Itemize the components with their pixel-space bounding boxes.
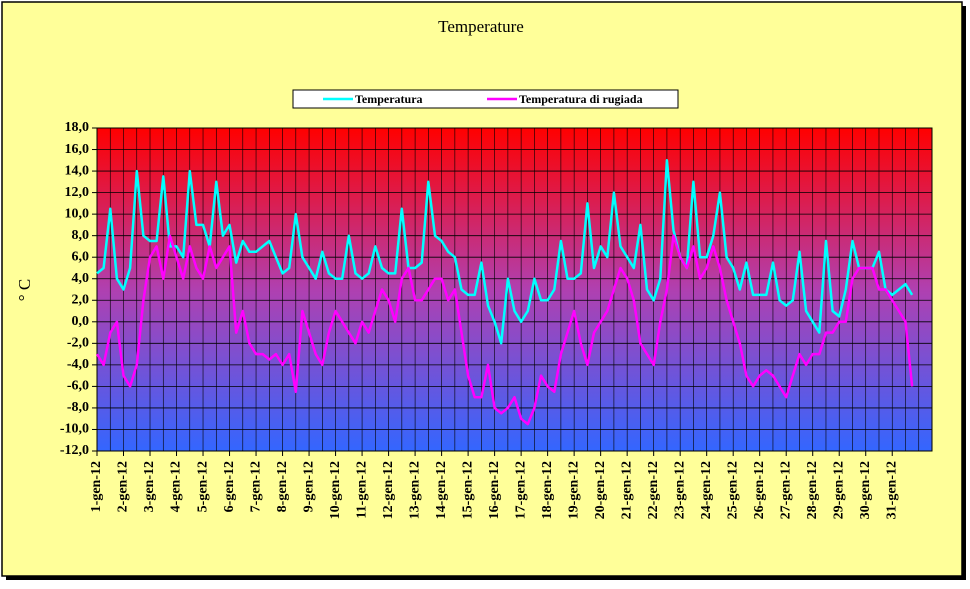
- series-line: [95, 234, 914, 426]
- x-tick-label: 2-gen-12: [116, 461, 131, 512]
- x-tick-label: 5-gen-12: [195, 461, 210, 512]
- y-tick-label: -10,0: [60, 422, 89, 437]
- x-tick-label: 15-gen-12: [460, 461, 475, 519]
- y-tick-label: 12,0: [65, 185, 90, 200]
- x-tick-label: 28-gen-12: [805, 461, 820, 519]
- x-tick-label: 31-gen-12: [884, 461, 899, 519]
- x-tick-label: 24-gen-12: [699, 461, 714, 519]
- y-tick-label: 2,0: [72, 292, 90, 307]
- x-tick-label: 25-gen-12: [725, 461, 740, 519]
- legend-label: Temperatura di rugiada: [519, 92, 643, 106]
- x-tick-label: 26-gen-12: [752, 461, 767, 519]
- plot-border: [96, 127, 933, 452]
- x-tick-label: 30-gen-12: [858, 461, 873, 519]
- y-tick-label: -6,0: [67, 379, 89, 394]
- y-tick-label: 10,0: [65, 206, 90, 221]
- x-tick-label: 9-gen-12: [301, 461, 316, 512]
- x-tick-label: 16-gen-12: [487, 461, 502, 519]
- y-tick-label: 6,0: [72, 249, 90, 264]
- x-tick-label: 12-gen-12: [381, 461, 396, 519]
- x-tick-label: 10-gen-12: [328, 461, 343, 519]
- legend: [292, 89, 679, 109]
- y-tick-label: 0,0: [72, 314, 90, 329]
- y-axis-label: ° C: [15, 279, 34, 301]
- y-tick-label: 4,0: [72, 271, 90, 286]
- series-line: [96, 159, 914, 345]
- y-tick-label: 16,0: [65, 142, 90, 157]
- x-tick-label: 20-gen-12: [593, 461, 608, 519]
- x-tick-label: 23-gen-12: [672, 461, 687, 519]
- y-tick-label: 8,0: [72, 228, 90, 243]
- x-tick-label: 18-gen-12: [540, 461, 555, 519]
- x-tick-label: 1-gen-12: [89, 461, 104, 512]
- y-tick-label: -2,0: [67, 336, 89, 351]
- x-tick-label: 21-gen-12: [619, 461, 634, 519]
- x-tick-label: 14-gen-12: [434, 461, 449, 519]
- x-tick-label: 7-gen-12: [248, 461, 263, 512]
- y-tick-label: -8,0: [67, 400, 89, 415]
- x-tick-label: 27-gen-12: [778, 461, 793, 519]
- x-tick-label: 11-gen-12: [354, 461, 369, 519]
- y-tick-label: 14,0: [65, 163, 90, 178]
- chart-title: Temperature: [438, 17, 524, 36]
- plot-area: [97, 128, 932, 451]
- x-tick-label: 13-gen-12: [407, 461, 422, 519]
- y-tick-label: 18,0: [65, 120, 90, 135]
- y-tick-label: -12,0: [60, 443, 89, 458]
- x-tick-label: 17-gen-12: [513, 461, 528, 519]
- x-tick-label: 29-gen-12: [831, 461, 846, 519]
- y-tick-label: -4,0: [67, 357, 89, 372]
- x-tick-label: 4-gen-12: [169, 461, 184, 512]
- x-tick-label: 22-gen-12: [646, 461, 661, 519]
- x-tick-label: 3-gen-12: [142, 461, 157, 512]
- x-tick-label: 19-gen-12: [566, 461, 581, 519]
- legend-label: Temperatura: [355, 92, 423, 106]
- x-tick-label: 8-gen-12: [275, 461, 290, 512]
- x-tick-label: 6-gen-12: [222, 461, 237, 512]
